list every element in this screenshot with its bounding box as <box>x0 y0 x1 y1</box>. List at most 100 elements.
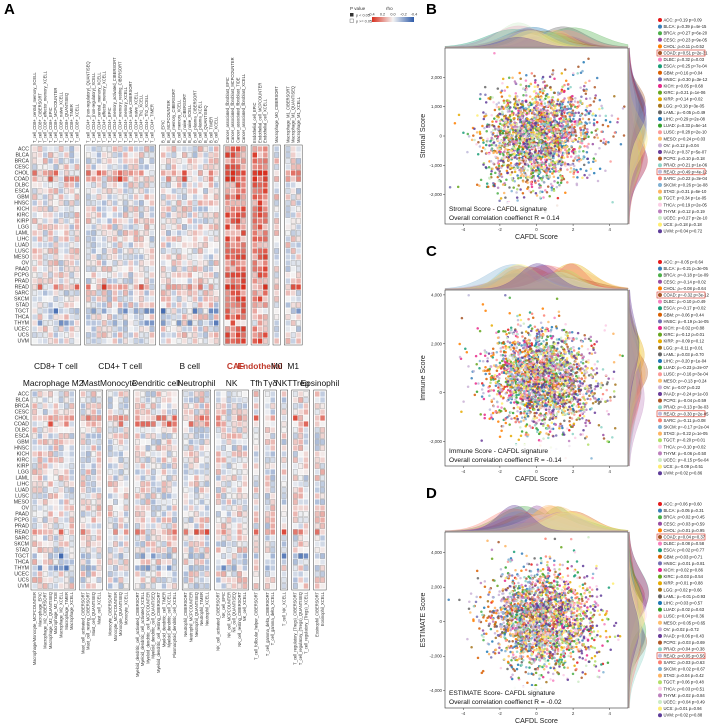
heatmap-cell <box>58 565 64 571</box>
heatmap-cell <box>298 487 303 493</box>
heatmap-cell <box>303 571 309 577</box>
heatmap-cell <box>117 152 123 158</box>
heatmap-cell <box>176 224 182 230</box>
heatmap-cell <box>53 284 59 290</box>
scatter-point <box>587 161 590 164</box>
scatter-point <box>598 167 602 171</box>
scatter-point <box>527 85 531 88</box>
heatmap-cell <box>194 499 199 505</box>
heatmap-cell <box>96 212 102 218</box>
heatmap-cell <box>53 535 59 541</box>
heatmap-col-label: B_cell_TIMER <box>208 117 213 143</box>
heatmap-cell <box>208 230 214 236</box>
heatmap-cell <box>242 511 248 517</box>
heatmap-col-label: Myeloid_dendritic_cell_resting_CIBERSORT <box>156 592 161 673</box>
heatmap-cell <box>161 332 166 338</box>
heatmap-cell <box>107 547 113 553</box>
heatmap-cell <box>216 451 221 457</box>
heatmap-cell <box>296 326 301 332</box>
heatmap-cell <box>160 308 166 314</box>
heatmap-cell <box>253 583 259 589</box>
heatmap-cell <box>298 547 303 553</box>
heatmap-col-label: Monocyte_MCPCOUNTER <box>113 592 118 641</box>
heatmap-cell <box>69 517 75 523</box>
heatmap-cell <box>107 158 112 164</box>
heatmap-cell <box>149 260 155 266</box>
heatmap-row-label: UCEC <box>14 327 29 333</box>
heatmap-cell <box>133 218 139 224</box>
heatmap-cell <box>235 182 241 188</box>
heatmap-cell <box>128 290 133 296</box>
heatmap-cell <box>123 260 128 266</box>
heatmap-cell <box>37 188 43 194</box>
heatmap-cell <box>296 212 301 218</box>
heatmap-cell <box>237 529 242 535</box>
heatmap-cell <box>69 541 75 547</box>
heatmap-cell <box>118 559 124 565</box>
heatmap-cell <box>183 427 189 433</box>
heatmap-cell <box>204 523 210 529</box>
scatter-point <box>574 97 577 100</box>
heatmap-cell <box>242 469 248 475</box>
heatmap-col-label: B_cell_EPIC <box>161 120 166 143</box>
heatmap-cell <box>74 236 80 242</box>
heatmap-cell <box>197 284 203 290</box>
heatmap-cell <box>160 164 166 170</box>
heatmap-cell <box>241 212 246 218</box>
heatmap-cell <box>69 499 75 505</box>
heatmap-cell <box>32 415 37 421</box>
heatmap-row-label: LUSC <box>15 249 29 255</box>
heatmap-cell <box>48 170 53 176</box>
heatmap-group-label: Neutrophil <box>177 378 215 388</box>
heatmap-cell <box>86 493 91 499</box>
heatmap-cell <box>237 565 242 571</box>
heatmap-cell <box>203 254 208 260</box>
heatmap-cell <box>42 571 48 577</box>
heatmap-cell <box>291 296 296 302</box>
heatmap-cell <box>64 517 69 523</box>
heatmap-cell <box>43 308 48 314</box>
heatmap-cell <box>74 212 80 218</box>
heatmap-cell <box>198 254 203 260</box>
heatmap-cell <box>96 493 102 499</box>
heatmap-cell <box>194 415 199 421</box>
heatmap-cell <box>69 565 75 571</box>
heatmap-cell <box>274 320 279 326</box>
scatter-point <box>537 123 540 127</box>
heatmap-cell <box>199 451 204 457</box>
heatmap-cell <box>199 421 205 427</box>
heatmap-cell <box>161 236 166 242</box>
heatmap-cell <box>69 391 74 397</box>
heatmap-cell <box>161 391 167 397</box>
scatter-point <box>564 125 568 128</box>
heatmap-cell <box>91 457 96 463</box>
heatmap-cell <box>107 224 112 230</box>
heatmap-cell <box>48 314 53 320</box>
scatter-point <box>493 108 497 112</box>
heatmap-cell <box>161 158 166 164</box>
scatter-point <box>524 173 528 177</box>
heatmap-cell <box>235 326 241 332</box>
heatmap-cell <box>252 296 257 302</box>
heatmap-cell <box>96 475 102 481</box>
heatmap-cell <box>262 314 268 320</box>
heatmap-cell <box>48 523 53 529</box>
heatmap-cell <box>183 577 189 583</box>
scatter-point <box>516 147 520 151</box>
heatmap-cell <box>221 577 226 583</box>
heatmap-cell <box>315 493 320 499</box>
heatmap-cell <box>156 403 161 409</box>
heatmap-cell <box>149 248 155 254</box>
scatter-point <box>546 185 550 188</box>
heatmap-cell <box>242 541 248 547</box>
heatmap-cell <box>32 583 37 589</box>
heatmap-cell <box>298 439 303 445</box>
heatmap-cell <box>188 571 194 577</box>
scatter-point <box>510 189 513 193</box>
heatmap-cell <box>166 290 171 296</box>
heatmap-cell <box>172 571 177 577</box>
scatter-point <box>500 89 504 93</box>
heatmap-group-label: Tfh <box>250 378 262 388</box>
heatmap-cell <box>32 517 37 523</box>
heatmap-cell <box>160 320 166 326</box>
